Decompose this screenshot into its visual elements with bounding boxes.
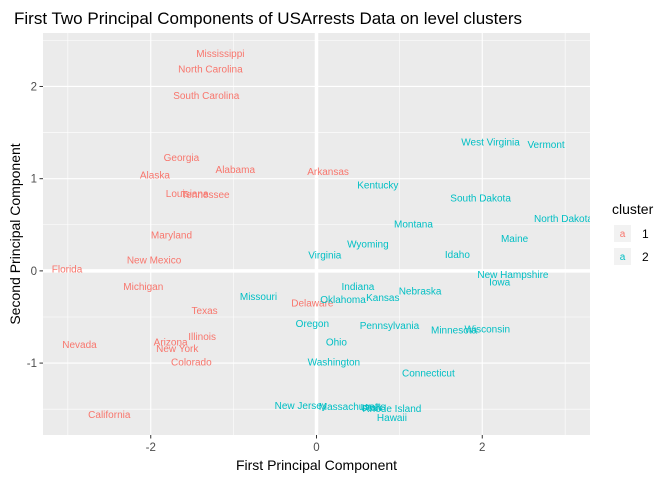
point-label: Michigan [123,282,163,293]
point-label: South Carolina [173,91,240,102]
point-labels: Mississippi North Carolina South Carolina G… [52,49,593,424]
point-label: Indiana [342,282,375,293]
point-label: Nebraska [399,287,442,298]
chart-title: First Two Principal Components of USArre… [14,9,522,28]
point-label: Oklahoma [320,295,366,306]
zero-lines [43,33,590,435]
point-label: Wisconsin [464,324,510,335]
point-label: Maryland [151,230,192,241]
point-label: Utah [361,403,382,414]
point-label: Georgia [164,153,200,164]
point-label: Mississippi [196,49,244,60]
x-tick-label: 0 [313,442,319,454]
point-label: Kentucky [357,181,398,192]
point-label: North Carolina [178,64,243,75]
point-label: Connecticut [402,369,455,380]
x-tick-label: -2 [146,442,156,454]
point-label: Virginia [308,251,342,262]
point-label: Wyoming [347,240,389,251]
point-label: New Jersey [275,401,327,412]
point-label: Montana [394,219,433,230]
x-axis-ticks: -2 0 2 [146,435,485,454]
point-label: Colorado [171,358,212,369]
point-label: California [88,410,131,421]
x-axis-title: First Principal Component [236,457,397,473]
point-label: Illinois [188,332,216,343]
point-label: Iowa [489,277,511,288]
legend-label: 2 [642,250,649,264]
legend-key [614,248,631,265]
point-label: Massachusetts [319,402,386,413]
legend-title: cluster [612,201,654,217]
point-label: Washington [308,358,360,369]
point-label: Tennessee [181,190,230,201]
point-label: Vermont [527,140,564,151]
point-label: Hawaii [377,413,407,424]
point-label: Louisiana [166,189,209,200]
point-label: Arizona [154,337,188,348]
point-label: Alaska [140,170,170,181]
point-label: Minnesota [431,325,478,336]
point-label: Maine [501,234,529,245]
point-label: New York [156,344,199,355]
point-label: Pennsylvania [360,321,420,332]
point-label: Missouri [240,292,277,303]
legend-key [614,225,631,242]
point-label: Kansas [366,293,399,304]
y-tick-label: 0 [31,266,37,278]
x-tick-label: 2 [479,442,485,454]
point-label: Delaware [291,299,334,310]
y-axis-title: Second Principal Component [7,143,23,324]
point-label: New Mexico [127,255,182,266]
point-label: Texas [192,306,218,317]
point-label: Arkansas [307,167,349,178]
legend: cluster a 1 a 2 [612,201,654,265]
y-axis-ticks: -1 0 1 2 [27,81,43,370]
point-label: North Dakota [534,214,593,225]
legend-key-glyph: a [620,229,626,240]
point-label: Idaho [445,250,470,261]
point-label: South Dakota [450,194,511,205]
point-label: Alabama [216,165,256,176]
legend-key-glyph: a [620,252,626,263]
y-tick-label: 2 [31,81,37,93]
point-label: Nevada [62,340,97,351]
point-label: Oregon [296,319,329,330]
legend-label: 1 [642,227,649,241]
point-label: Ohio [326,337,348,348]
y-tick-label: -1 [27,358,37,370]
point-label: Florida [52,265,83,276]
point-label: Rhode Island [362,404,421,415]
point-label: West Virginia [461,137,520,148]
point-label: New Hampshire [477,270,549,281]
y-tick-label: 1 [31,174,37,186]
